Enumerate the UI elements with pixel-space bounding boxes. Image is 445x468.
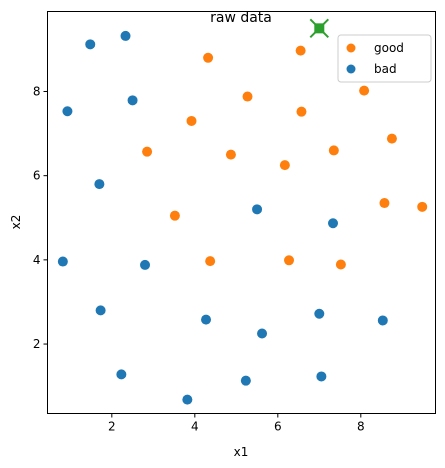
data-point-bad bbox=[240, 375, 251, 386]
chart-title: raw data bbox=[210, 10, 272, 26]
data-point-good bbox=[417, 201, 428, 212]
data-point-good bbox=[335, 259, 346, 270]
data-point-good bbox=[169, 210, 180, 221]
legend-label-bad: bad bbox=[374, 62, 397, 76]
data-point-good bbox=[142, 146, 153, 157]
x-axis-title: x1 bbox=[234, 445, 249, 459]
legend-marker-bad bbox=[346, 64, 356, 74]
data-point-bad bbox=[328, 218, 339, 229]
data-point-good bbox=[279, 160, 290, 171]
x-tick-label: 2 bbox=[108, 420, 116, 434]
legend-label-good: good bbox=[374, 41, 404, 55]
plot-frame bbox=[47, 11, 436, 414]
data-point-good bbox=[203, 52, 214, 63]
y-axis-title: x2 bbox=[9, 215, 23, 230]
data-point-good bbox=[205, 256, 216, 267]
data-point-good bbox=[386, 133, 397, 144]
y-axis-ticks: 2 4 6 8 bbox=[33, 84, 48, 351]
data-point-bad bbox=[252, 204, 263, 215]
data-point-good bbox=[295, 45, 306, 56]
data-point-good bbox=[284, 255, 295, 266]
data-point-good bbox=[359, 85, 370, 96]
data-point-good bbox=[242, 91, 253, 102]
highlight-x-marker bbox=[309, 18, 330, 39]
data-point-bad bbox=[201, 314, 212, 325]
x-axis-ticks: 2 4 6 8 bbox=[108, 413, 365, 434]
data-point-good bbox=[296, 106, 307, 117]
data-point-good bbox=[328, 145, 339, 156]
data-point-good bbox=[186, 115, 197, 126]
x-tick-label: 6 bbox=[274, 420, 282, 434]
data-point-bad bbox=[62, 106, 73, 117]
data-point-bad bbox=[316, 371, 327, 382]
data-point-bad bbox=[182, 394, 193, 405]
data-point-bad bbox=[95, 305, 106, 316]
data-point-good bbox=[225, 149, 236, 160]
y-tick-label: 8 bbox=[33, 84, 41, 98]
data-point-bad bbox=[94, 179, 105, 190]
x-tick-label: 4 bbox=[191, 420, 199, 434]
data-point-bad bbox=[57, 256, 68, 267]
data-point-bad bbox=[120, 30, 131, 41]
data-point-bad bbox=[257, 328, 268, 339]
y-tick-label: 6 bbox=[33, 169, 41, 183]
legend-box bbox=[337, 34, 432, 83]
data-point-bad bbox=[127, 95, 138, 106]
legend-marker-good bbox=[346, 43, 356, 53]
data-point-bad bbox=[377, 315, 388, 326]
y-tick-label: 4 bbox=[33, 253, 41, 267]
data-point-bad bbox=[140, 259, 151, 270]
x-tick-label: 8 bbox=[357, 420, 365, 434]
data-point-bad bbox=[85, 39, 96, 50]
data-point-bad bbox=[314, 308, 325, 319]
highlight-marker-group bbox=[309, 18, 330, 39]
data-points bbox=[57, 30, 428, 405]
data-point-good bbox=[379, 198, 390, 209]
data-point-bad bbox=[116, 369, 127, 380]
y-tick-label: 2 bbox=[33, 337, 41, 351]
legend: good bad bbox=[337, 34, 432, 83]
